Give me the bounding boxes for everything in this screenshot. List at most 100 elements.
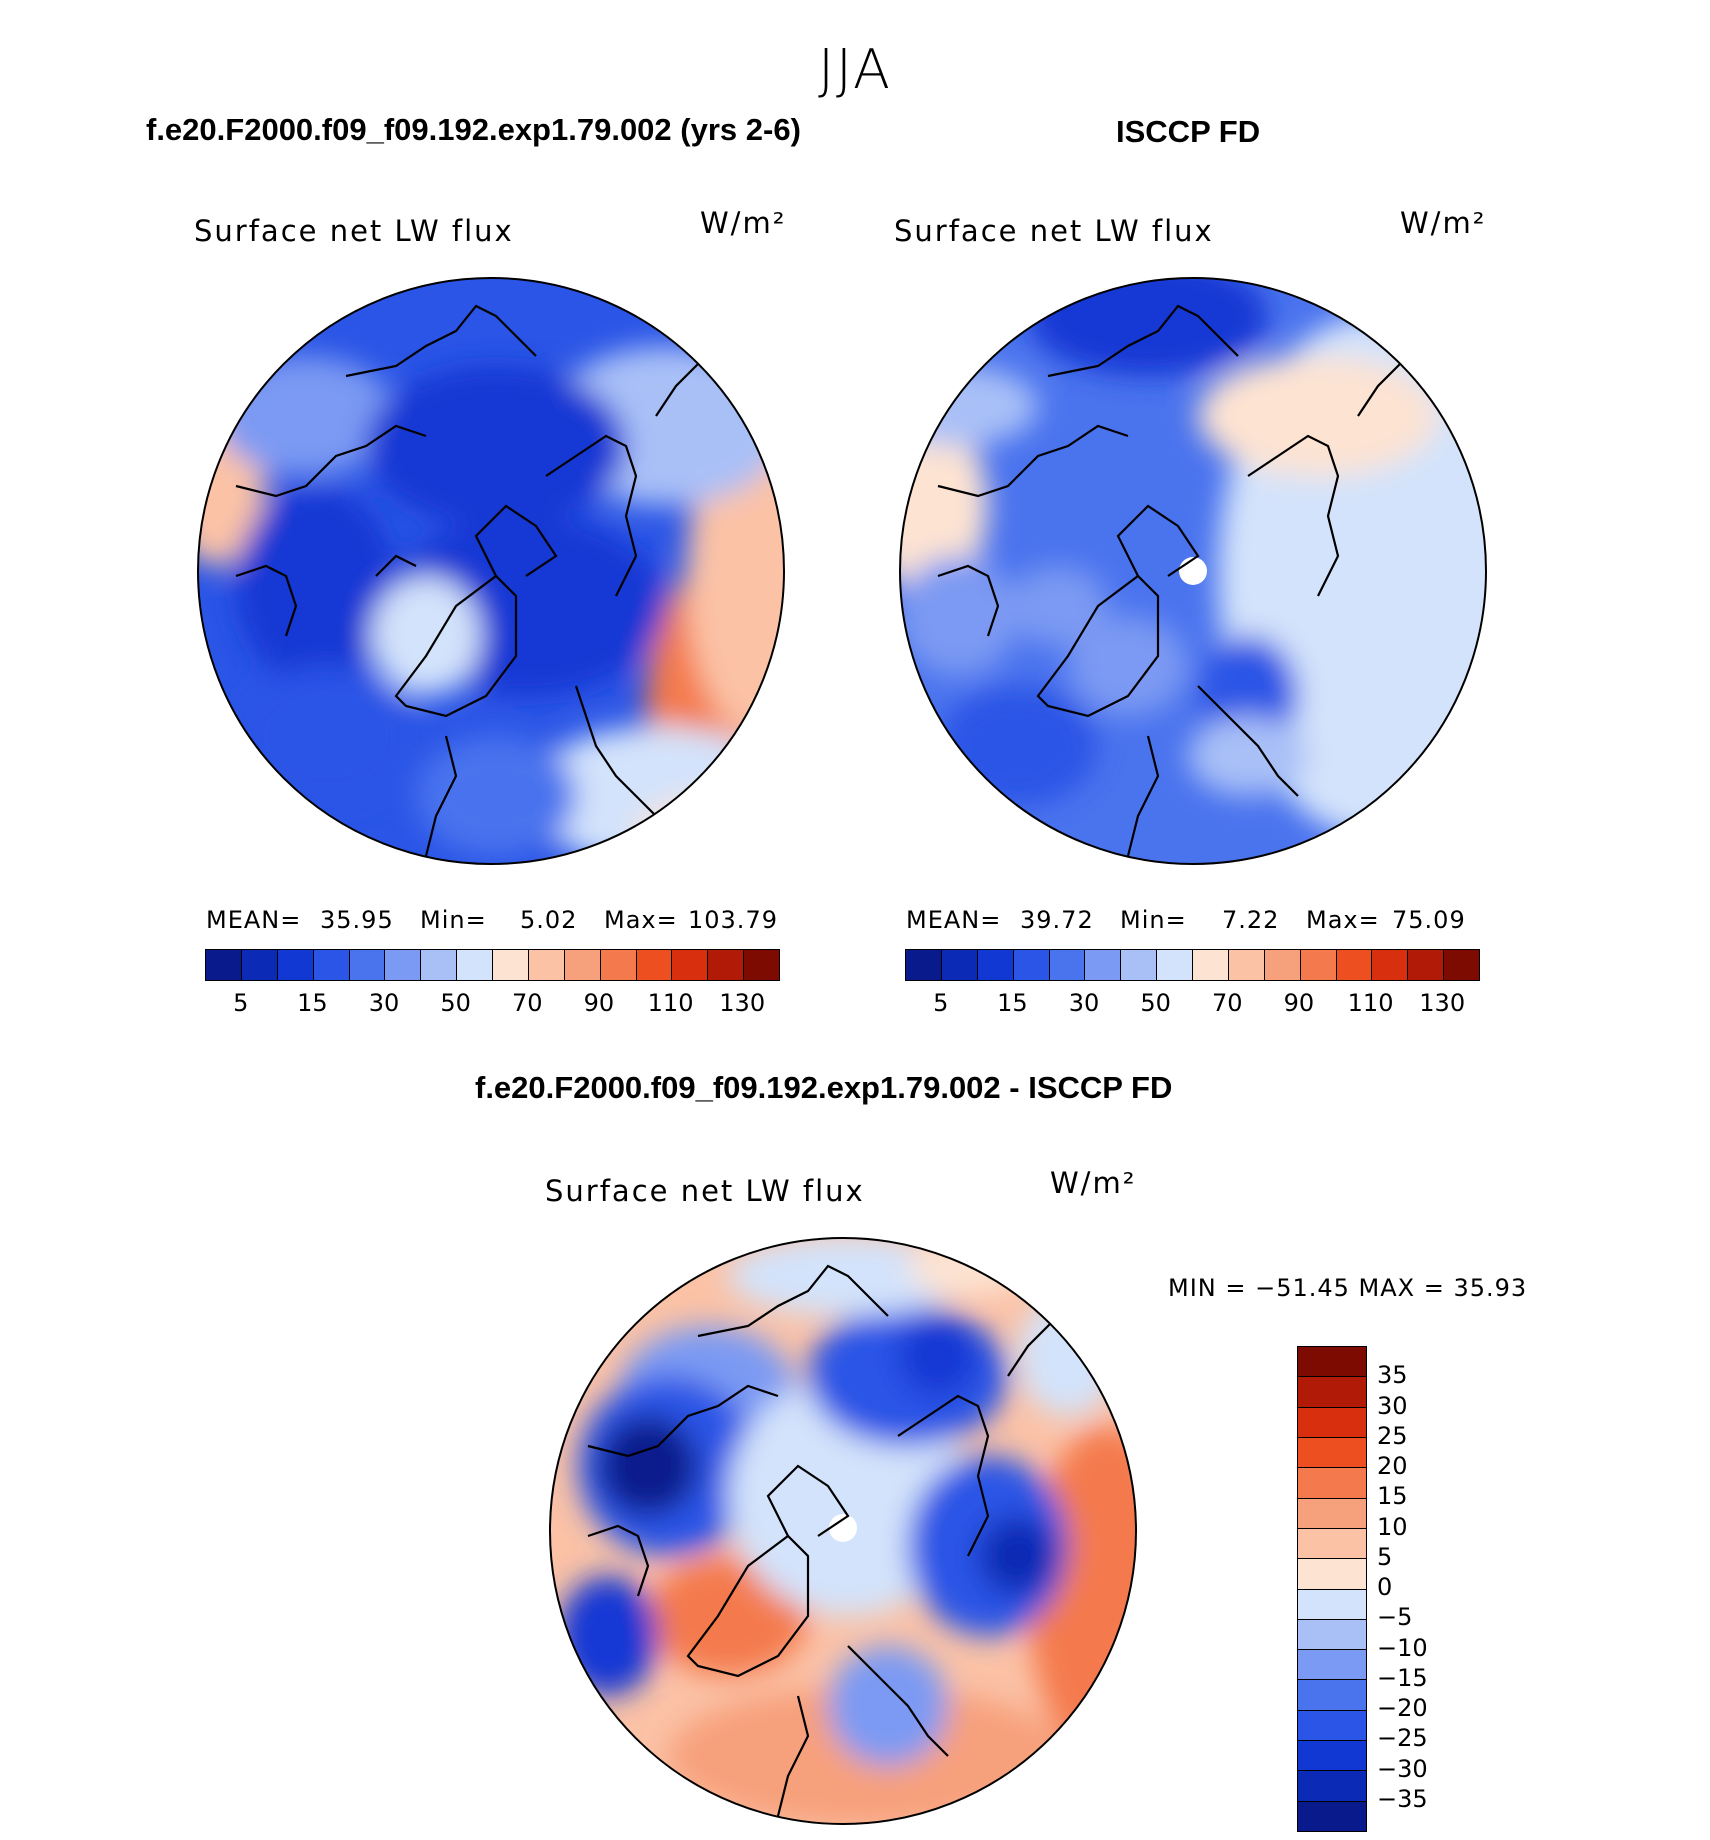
colorbar-swatch [385,950,422,980]
colorbar-swatch [1298,1650,1366,1681]
model-header: f.e20.F2000.f09_f09.192.exp1.79.002 (yrs… [146,112,801,147]
colorbar-tick-label: 5 [233,989,249,1017]
colorbar-tick-label: −10 [1377,1633,1428,1662]
colorbar-swatch [1085,950,1122,980]
colorbar-swatch [977,950,1014,980]
colorbar-tick-label: −35 [1377,1784,1428,1813]
colorbar-swatch [1372,950,1409,980]
colorbar-swatch [1298,1559,1366,1590]
colorbar-tick-label: 0 [1377,1573,1393,1601]
colorbar-swatch [1298,1377,1366,1408]
colorbar-swatch [1298,1771,1366,1802]
colorbar-tick-label: 90 [1283,989,1315,1017]
colorbar-swatch [1298,1407,1366,1438]
colorbar-tick-label: 30 [368,989,400,1017]
colorbar-swatch [1193,950,1229,980]
colorbar-tick-label: 30 [1068,989,1100,1017]
colorbar-tick-label: −5 [1377,1603,1413,1632]
colorbar-swatch [1298,1347,1366,1378]
model-min-value: 5.02 [520,906,578,934]
colorbar-tick-label: 70 [1212,989,1243,1017]
model-mean-value: 35.95 [320,906,394,934]
colorbar-swatch [241,950,278,980]
colorbar-swatch [1336,950,1373,980]
colorbar-swatch [1298,1680,1366,1711]
colorbar-tick-label: 30 [1377,1391,1408,1420]
colorbar-swatch [906,950,942,980]
colorbar-swatch [206,950,242,980]
colorbar-swatch [528,950,565,980]
model-mean-label: MEAN= [206,906,302,934]
colorbar-tick-label: 25 [1377,1421,1408,1450]
obs-variable-title: Surface net LW flux [894,214,1214,248]
colorbar-tick-label: −20 [1377,1694,1428,1722]
obs-min-label: Min= [1120,906,1187,934]
colorbar-swatch [672,950,709,980]
colorbar-swatch [277,950,314,980]
colorbar-swatch [1298,1437,1366,1469]
obs-header: ISCCP FD [1116,114,1261,149]
colorbar-swatch [636,950,673,980]
colorbar-swatch [1444,950,1479,980]
colorbar-swatch [1121,950,1158,980]
colorbar-tick-label: 15 [997,989,1028,1017]
colorbar-swatch [1298,1741,1366,1772]
colorbar-tick-label: 20 [1377,1452,1408,1480]
colorbar-swatch [941,950,978,980]
colorbar-swatch [1300,950,1337,980]
colorbar-swatch [493,950,529,980]
colorbar-swatch [1298,1589,1366,1620]
obs-polar-map [899,277,1487,865]
model-polar-map [197,277,785,865]
colorbar-swatch [1013,950,1050,980]
model-max-value: 103.79 [688,906,778,934]
colorbar-tick-label: 70 [512,989,543,1017]
colorbar-swatch [744,950,779,980]
obs-min-value: 7.22 [1222,906,1280,934]
obs-mean-label: MEAN= [906,906,1002,934]
diff-variable-title: Surface net LW flux [545,1174,865,1208]
colorbar-tick-label: 15 [1377,1482,1408,1511]
colorbar-tick-label: −30 [1377,1754,1428,1783]
colorbar-swatch [1228,950,1265,980]
colorbar-tick-label: −25 [1377,1724,1428,1753]
colorbar-swatch [1298,1528,1366,1560]
obs-units: W/m² [1400,206,1487,240]
colorbar-tick-label: 15 [297,989,328,1017]
diff-polar-map [549,1237,1137,1825]
colorbar-swatch [1298,1619,1366,1651]
colorbar-tick-label: 110 [1347,989,1394,1017]
colorbar-swatch [1049,950,1086,980]
colorbar-swatch [457,950,493,980]
colorbar-swatch [1298,1498,1366,1529]
colorbar-tick-label: 5 [933,989,949,1017]
colorbar-tick-label: −15 [1377,1663,1428,1692]
model-min-label: Min= [420,906,487,934]
model-colorbar [205,949,780,981]
colorbar-swatch [600,950,637,980]
model-variable-title: Surface net LW flux [194,214,514,248]
colorbar-swatch [1157,950,1193,980]
diff-header: f.e20.F2000.f09_f09.192.exp1.79.002 - IS… [475,1070,1173,1105]
colorbar-swatch [708,950,745,980]
colorbar-swatch [1298,1801,1366,1831]
colorbar-swatch [1264,950,1301,980]
obs-max-value: 75.09 [1392,906,1466,934]
diff-units: W/m² [1050,1166,1137,1200]
season-title: JJA [818,38,892,101]
model-units: W/m² [700,206,787,240]
colorbar-swatch [1298,1468,1366,1499]
colorbar-swatch [421,950,458,980]
colorbar-tick-label: 5 [1377,1542,1393,1571]
obs-colorbar [905,949,1480,981]
obs-max-label: Max= [1306,906,1380,934]
colorbar-swatch [1408,950,1445,980]
diff-colorbar [1297,1346,1367,1832]
colorbar-swatch [1298,1710,1366,1742]
colorbar-tick-label: 35 [1377,1361,1408,1390]
colorbar-tick-label: 90 [583,989,615,1017]
colorbar-tick-label: 130 [719,989,766,1017]
colorbar-tick-label: 10 [1377,1512,1408,1541]
colorbar-tick-label: 130 [1419,989,1466,1017]
colorbar-tick-label: 50 [440,989,471,1017]
